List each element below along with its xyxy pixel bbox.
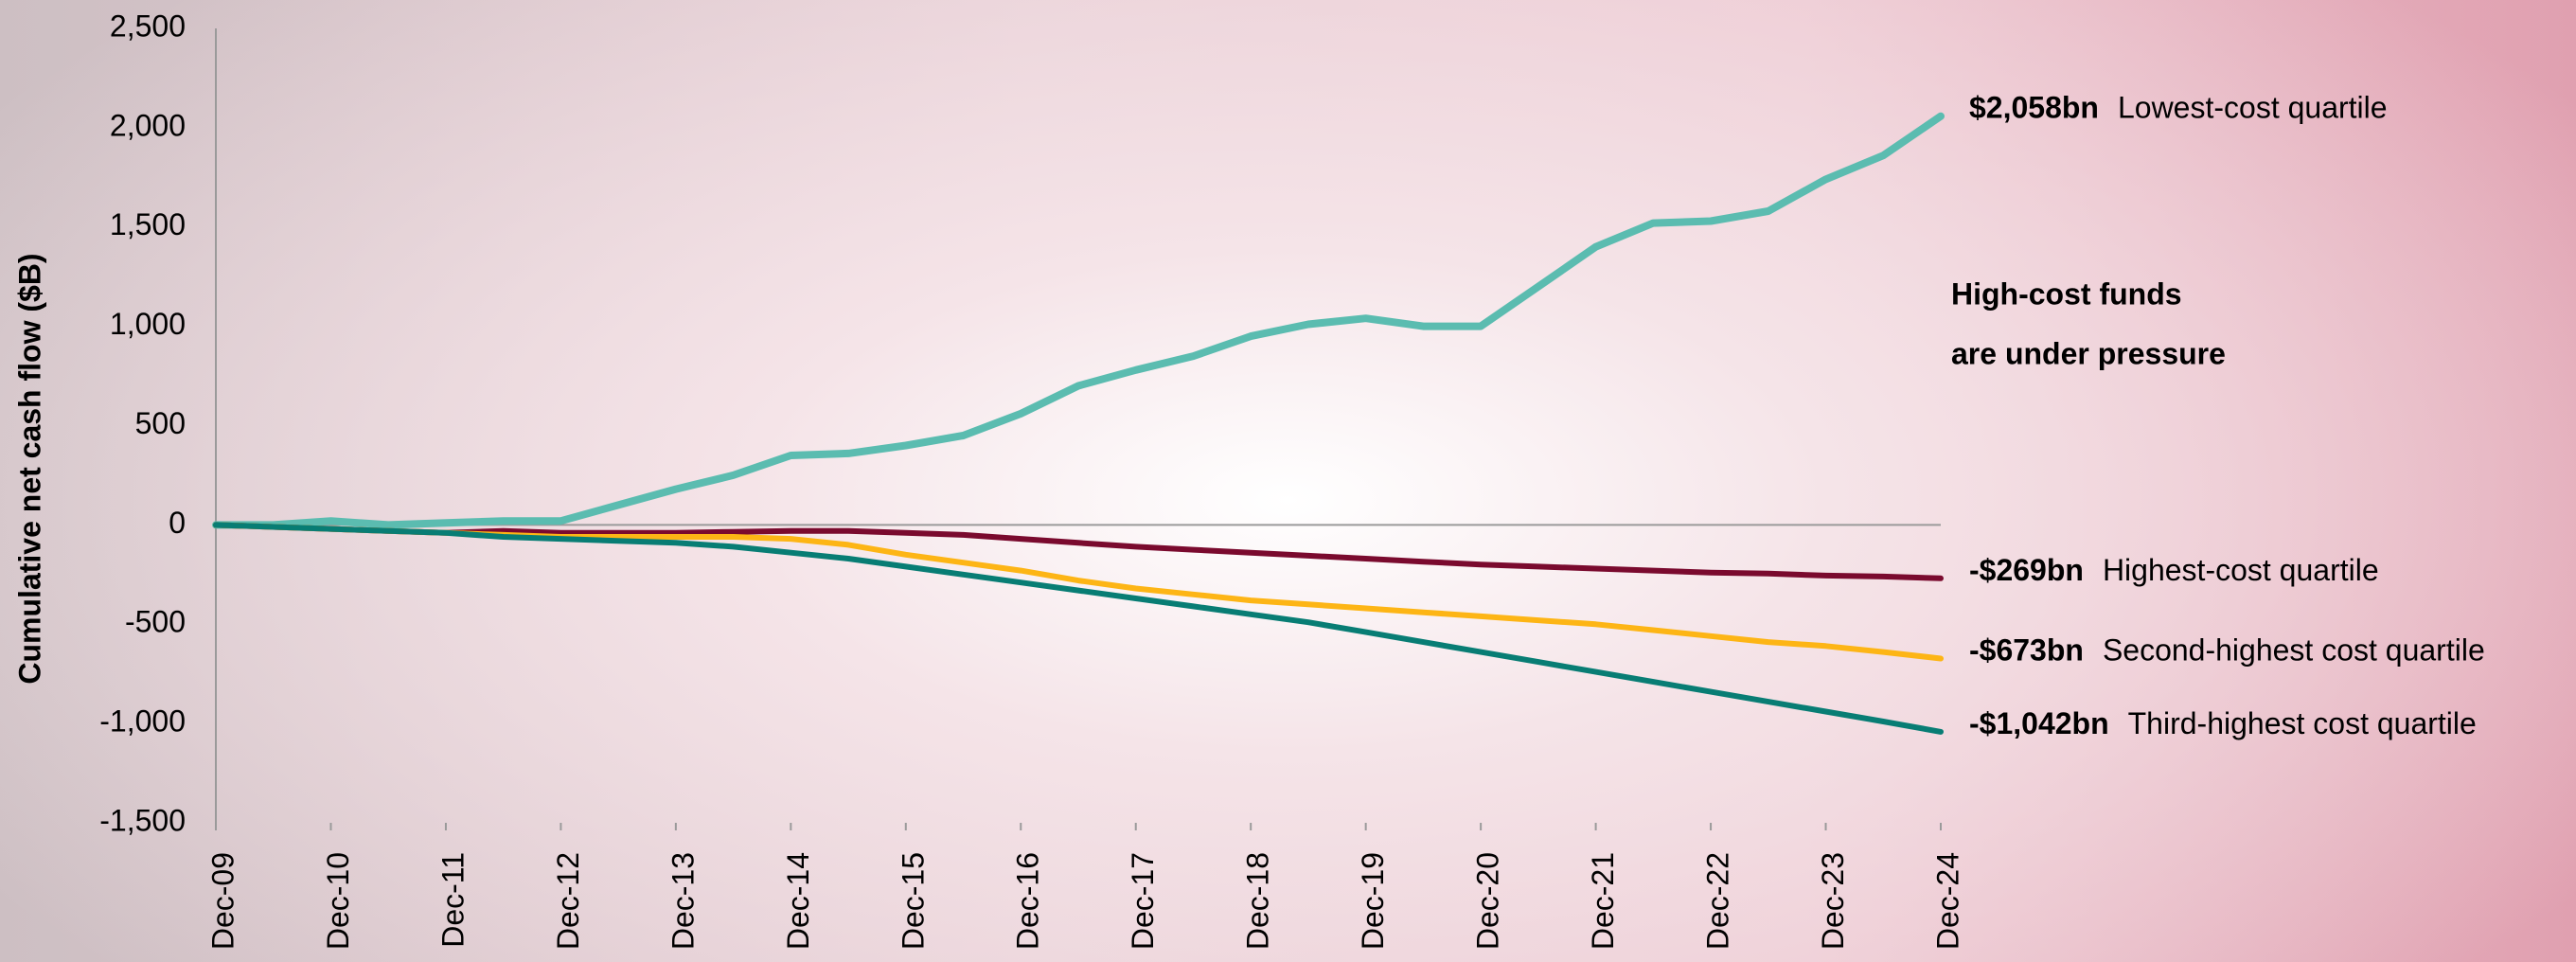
- end-value-label: -$673bn: [1969, 633, 2084, 668]
- x-tick-label: Dec-09: [205, 852, 240, 950]
- x-tick-label: Dec-14: [781, 852, 815, 950]
- x-tick-label: Dec-16: [1011, 852, 1045, 950]
- legend-entry: Highest-cost quartile: [2103, 553, 2379, 587]
- end-label: -$269bn Highest-cost quartile: [1969, 553, 2379, 587]
- x-tick-label: Dec-18: [1241, 852, 1275, 950]
- legend-entry: Second-highest cost quartile: [2103, 633, 2485, 668]
- series-line: [212, 112, 1945, 529]
- end-value-label: -$269bn: [1969, 553, 2084, 587]
- y-tick-label: 2,000: [110, 108, 186, 142]
- annotation: are under pressure: [1951, 336, 2226, 370]
- legend-entry: Lowest-cost quartile: [2118, 91, 2388, 125]
- y-tick-label: 1,500: [110, 207, 186, 241]
- x-tick-label: Dec-24: [1930, 852, 1964, 950]
- y-tick-label: -500: [125, 605, 186, 639]
- series-line: [213, 522, 1944, 581]
- x-tick-label: Dec-10: [321, 852, 355, 950]
- x-tick-label: Dec-13: [666, 852, 700, 950]
- end-value-label: $2,058bn: [1969, 91, 2099, 125]
- y-tick-label: -1,500: [99, 803, 186, 837]
- x-tick-label: Dec-11: [435, 852, 470, 948]
- legend-entry: Third-highest cost quartile: [2128, 706, 2477, 740]
- x-tick-label: Dec-12: [551, 852, 585, 950]
- y-tick-label: 500: [135, 406, 186, 440]
- series-line: [213, 522, 1944, 735]
- end-label: -$1,042bn Third-highest cost quartile: [1969, 706, 2477, 740]
- x-tick-label: Dec-21: [1586, 852, 1620, 950]
- y-tick-label: 0: [169, 506, 186, 540]
- end-value-label: -$1,042bn: [1969, 706, 2109, 740]
- annotation: High-cost funds: [1951, 276, 2182, 311]
- x-tick-label: Dec-20: [1471, 852, 1505, 950]
- x-tick-label: Dec-17: [1126, 852, 1160, 950]
- y-tick-label: 2,500: [110, 9, 186, 43]
- end-label: $2,058bn Lowest-cost quartile: [1969, 91, 2388, 125]
- x-tick-label: Dec-15: [896, 852, 930, 950]
- y-tick-label: 1,000: [110, 307, 186, 341]
- end-label: -$673bn Second-highest cost quartile: [1969, 633, 2485, 668]
- y-tick-label: -1,000: [99, 704, 186, 739]
- x-tick-label: Dec-22: [1701, 852, 1735, 950]
- x-tick-label: Dec-19: [1356, 852, 1390, 950]
- y-axis-label: Cumulative net cash flow ($B): [12, 253, 46, 684]
- x-tick-label: Dec-23: [1816, 852, 1850, 950]
